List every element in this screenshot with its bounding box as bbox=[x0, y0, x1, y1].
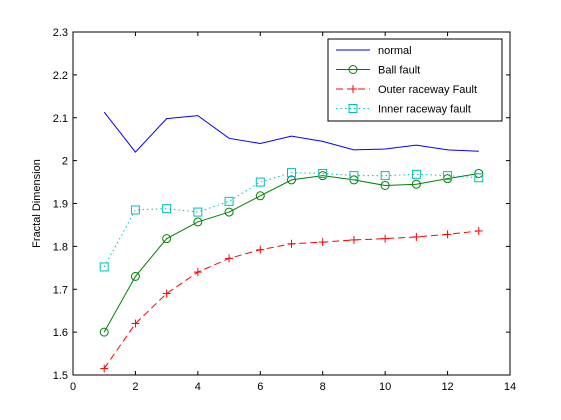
data-point bbox=[348, 65, 358, 74]
data-point bbox=[349, 171, 359, 181]
data-point bbox=[162, 234, 172, 244]
x-tick-label: 10 bbox=[379, 381, 391, 393]
data-point bbox=[130, 271, 140, 281]
data-point bbox=[162, 204, 172, 214]
legend-label: Outer raceway Fault bbox=[378, 84, 477, 96]
x-tick-label: 12 bbox=[441, 381, 453, 393]
data-point bbox=[256, 245, 265, 254]
data-point bbox=[411, 179, 421, 189]
data-point bbox=[349, 85, 357, 93]
series-lines bbox=[99, 111, 484, 373]
y-tick-label: 1.8 bbox=[53, 241, 68, 253]
data-point bbox=[380, 171, 390, 181]
data-point bbox=[318, 238, 327, 247]
series-line bbox=[103, 172, 479, 333]
series-line bbox=[103, 172, 479, 268]
data-point bbox=[381, 234, 390, 243]
data-point bbox=[287, 175, 296, 185]
data-point bbox=[443, 230, 452, 239]
data-point bbox=[130, 205, 140, 215]
data-point bbox=[225, 254, 234, 263]
axis-ticks: 0 2 4 6 8 10 12 14 1.5 1.6 1.7 1.8 1.9 2 2.1 2.2 2.3 bbox=[53, 27, 516, 393]
x-tick-label: 8 bbox=[320, 381, 326, 393]
y-tick-label: 2.2 bbox=[53, 70, 68, 82]
data-point bbox=[380, 180, 390, 190]
data-point bbox=[100, 364, 109, 373]
data-point bbox=[193, 268, 202, 277]
data-point bbox=[287, 239, 296, 248]
x-tick-label: 0 bbox=[70, 381, 76, 393]
data-point bbox=[131, 319, 140, 328]
data-point bbox=[193, 207, 203, 217]
legend-label: Inner raceway fault bbox=[378, 104, 471, 116]
legend-label: Ball fault bbox=[378, 65, 420, 77]
data-point bbox=[99, 262, 109, 272]
series bbox=[100, 226, 483, 373]
y-tick-label: 2.1 bbox=[53, 113, 68, 125]
data-point bbox=[412, 232, 421, 241]
x-tick-label: 2 bbox=[132, 381, 138, 393]
y-tick-label: 1.6 bbox=[53, 327, 68, 339]
data-point bbox=[318, 168, 328, 178]
x-tick-label: 4 bbox=[195, 381, 201, 393]
x-tick-label: 14 bbox=[504, 381, 516, 393]
data-point bbox=[224, 207, 234, 217]
data-point bbox=[411, 169, 421, 179]
legend-label: normal bbox=[378, 45, 412, 57]
legend: normal Ball fault Outer raceway Fault Inner… bbox=[327, 38, 503, 122]
data-point bbox=[162, 289, 171, 298]
data-point bbox=[99, 327, 109, 337]
data-point bbox=[193, 217, 203, 227]
y-tick-label: 1.7 bbox=[53, 284, 68, 296]
data-point bbox=[224, 196, 234, 206]
data-point bbox=[287, 168, 296, 178]
data-point bbox=[348, 104, 358, 113]
series bbox=[103, 111, 479, 153]
data-point bbox=[474, 173, 484, 183]
data-point bbox=[255, 191, 265, 201]
y-tick-label: 2 bbox=[62, 156, 68, 168]
y-axis-label: Fractal Dimension bbox=[31, 159, 43, 248]
data-point bbox=[474, 226, 483, 235]
y-tick-label: 1.9 bbox=[53, 199, 68, 211]
x-tick-label: 6 bbox=[257, 381, 263, 393]
data-point bbox=[349, 235, 358, 244]
y-tick-label: 2.3 bbox=[53, 27, 68, 39]
data-point bbox=[255, 177, 265, 187]
data-point bbox=[443, 171, 453, 181]
series-line bbox=[103, 111, 479, 153]
series bbox=[99, 168, 484, 272]
y-tick-label: 1.5 bbox=[53, 370, 68, 382]
